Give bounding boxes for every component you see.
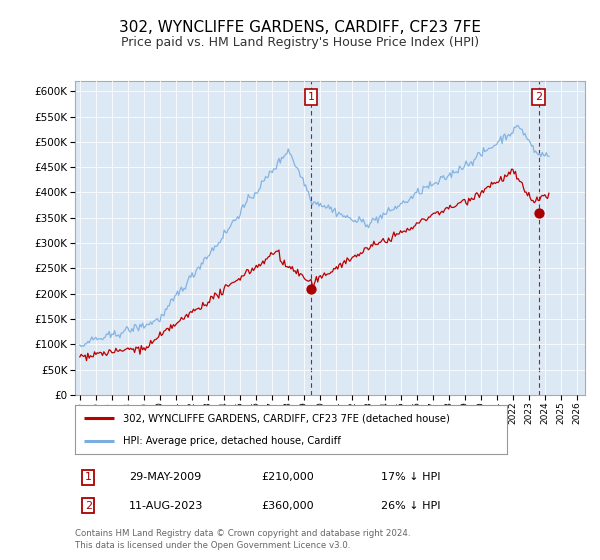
Text: 17% ↓ HPI: 17% ↓ HPI [381, 472, 440, 482]
Text: Contains HM Land Registry data © Crown copyright and database right 2024.
This d: Contains HM Land Registry data © Crown c… [75, 529, 410, 550]
Text: 2: 2 [535, 92, 542, 102]
Text: £210,000: £210,000 [261, 472, 314, 482]
Text: 1: 1 [85, 472, 92, 482]
Text: 302, WYNCLIFFE GARDENS, CARDIFF, CF23 7FE: 302, WYNCLIFFE GARDENS, CARDIFF, CF23 7F… [119, 20, 481, 35]
Point [534, 208, 544, 217]
Text: £360,000: £360,000 [261, 501, 314, 511]
Text: 2: 2 [85, 501, 92, 511]
Point [306, 284, 316, 293]
Text: 302, WYNCLIFFE GARDENS, CARDIFF, CF23 7FE (detached house): 302, WYNCLIFFE GARDENS, CARDIFF, CF23 7F… [122, 413, 449, 423]
Text: 29-MAY-2009: 29-MAY-2009 [129, 472, 201, 482]
Text: Price paid vs. HM Land Registry's House Price Index (HPI): Price paid vs. HM Land Registry's House … [121, 36, 479, 49]
Text: HPI: Average price, detached house, Cardiff: HPI: Average price, detached house, Card… [122, 436, 340, 446]
Text: 26% ↓ HPI: 26% ↓ HPI [381, 501, 440, 511]
Text: 1: 1 [307, 92, 314, 102]
Text: 11-AUG-2023: 11-AUG-2023 [129, 501, 203, 511]
